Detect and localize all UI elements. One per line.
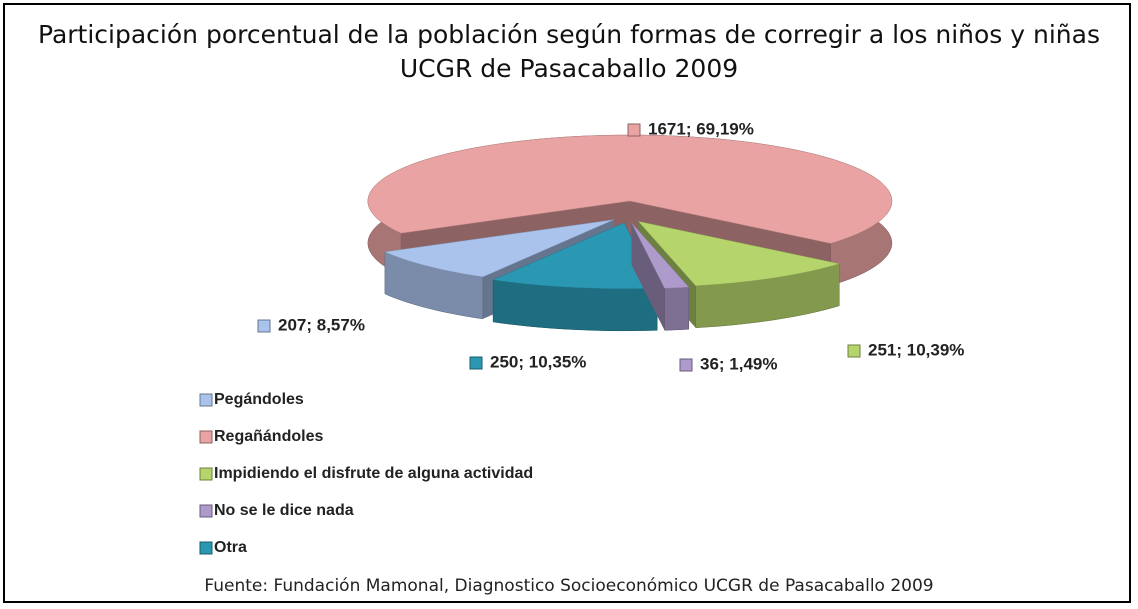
- data-label: 36; 1,49%: [700, 354, 778, 373]
- data-label: 1671; 69,19%: [648, 119, 754, 138]
- slice-side: [664, 286, 690, 331]
- label-swatch: [257, 319, 271, 333]
- slice: [367, 134, 893, 244]
- label-swatch: [847, 344, 861, 358]
- legend-label: Otra: [214, 539, 247, 556]
- slice: [637, 220, 840, 287]
- slice: [383, 219, 614, 278]
- label-swatch: [627, 123, 641, 137]
- label-swatch: [679, 358, 693, 372]
- legend-swatch: [199, 541, 213, 555]
- legend-swatch: [199, 467, 213, 481]
- legend-swatch: [199, 393, 213, 407]
- data-label: 251; 10,39%: [868, 340, 964, 359]
- legend-swatch: [199, 430, 213, 444]
- data-label: 250; 10,35%: [490, 352, 586, 371]
- legend-label: Pegándoles: [214, 391, 304, 408]
- slice: [631, 222, 690, 289]
- legend-label: No se le dice nada: [214, 502, 354, 519]
- label-swatch: [469, 356, 483, 370]
- legend-label: Regañándoles: [214, 428, 323, 445]
- legend-swatch: [199, 504, 213, 518]
- chart-title: Participación porcentual de la población…: [38, 20, 1100, 83]
- source-note: Fuente: Fundación Mamonal, Diagnostico S…: [204, 576, 933, 596]
- slice: [492, 222, 658, 290]
- frame: [3, 3, 1131, 603]
- slice-cut-face: [631, 222, 665, 331]
- data-label: 207; 8,57%: [278, 315, 365, 334]
- legend-label: Impidiendo el disfrute de alguna activid…: [214, 465, 533, 482]
